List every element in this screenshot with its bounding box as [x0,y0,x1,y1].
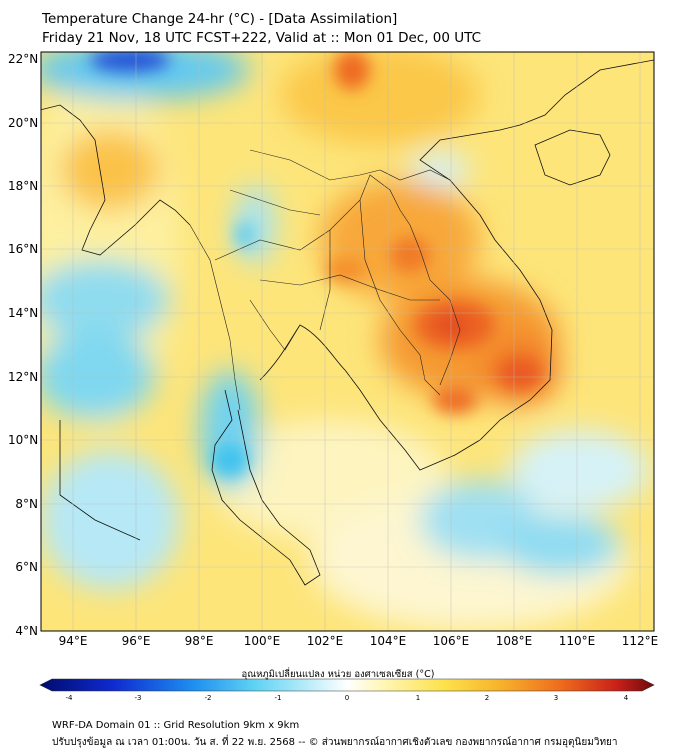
lat-label-8n: 8°N [15,497,38,511]
lat-label-16n: 16°N [8,242,39,256]
lat-label-20n: 20°N [8,116,39,130]
field-layer [41,52,654,631]
lon-label-94e: 94°E [58,634,88,648]
colorbar-tick: -3 [134,694,142,702]
map-title: Temperature Change 24-hr (°C) - [Data As… [42,11,398,27]
colorbar-tick: 2 [484,694,490,702]
lon-label-112e: 112°E [621,634,659,648]
lon-label-100e: 100°E [243,634,281,648]
colorbar-tick: 1 [415,694,421,702]
lat-label-10n: 10°N [8,433,39,447]
footer-model-info: WRF-DA Domain 01 :: Grid Resolution 9km … [52,720,300,731]
lon-label-102e: 102°E [306,634,344,648]
colorbar-tick: 4 [623,694,629,702]
lon-label-108e: 108°E [495,634,533,648]
lon-label-110e: 110°E [558,634,596,648]
lon-label-106e: 106°E [432,634,470,648]
lon-label-104e: 104°E [369,634,407,648]
colorbar-tick: -4 [65,694,73,702]
plot-frame [40,51,655,632]
lat-label-6n: 6°N [15,560,38,574]
lat-label-4n: 4°N [15,624,38,638]
lon-label-98e: 98°E [184,634,214,648]
colorbar-tick: -1 [274,694,282,702]
coastlines [41,59,654,586]
lon-label-96e: 96°E [121,634,151,648]
map-subtitle: Friday 21 Nov, 18 UTC FCST+222, Valid at… [42,30,482,46]
lat-label-22n: 22°N [8,52,39,66]
admin-borders [189,149,461,411]
lat-label-14n: 14°N [8,306,39,320]
colorbar-tick: -2 [204,694,212,702]
graticule [41,52,654,631]
colorbar-tick: 0 [344,694,350,702]
footer-credit: ปรับปรุงข้อมูล ณ เวลา 01:00น. วัน ส. ที่… [52,737,618,748]
colorbar [39,678,655,692]
lat-label-18n: 18°N [8,179,39,193]
lat-label-12n: 12°N [8,370,39,384]
colorbar-title: อุณหภูมิเปลี่ยนแปลง หน่วย องศาเซลเซียส (… [241,669,435,680]
colorbar-tick: 3 [553,694,559,702]
